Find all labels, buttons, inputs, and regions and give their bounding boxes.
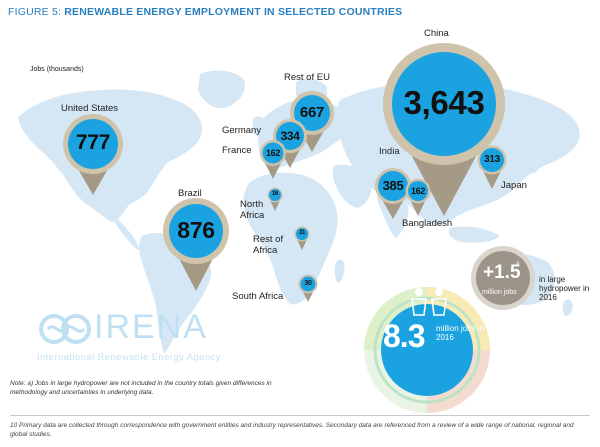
pin-value: 777 <box>75 131 111 154</box>
country-label-united-states: United States <box>61 103 119 114</box>
pin-north-africa: 16 <box>267 187 283 211</box>
total-jobs-value: 8.3 <box>383 318 425 354</box>
logo-wordmark: IRENA <box>94 308 208 346</box>
pin-rest-of-africa: 31 <box>294 226 310 250</box>
hydro-description: in large hydropower in 2016 <box>539 275 590 302</box>
pin-value: 162 <box>410 186 426 196</box>
footnote: 10 Primary data are collected through co… <box>10 422 574 438</box>
pin-value: 334 <box>280 129 300 143</box>
hydro-circle <box>471 246 535 310</box>
country-label-south-africa: South Africa <box>232 291 284 302</box>
hydro-superscript: a <box>516 261 520 267</box>
pin-south-africa: 30 <box>298 274 318 302</box>
pin-marker-icon <box>294 226 310 250</box>
country-label-japan: Japan <box>501 180 527 191</box>
country-label-brazil: Brazil <box>178 188 202 199</box>
total-jobs-unit: million jobs in 2016 <box>436 324 485 342</box>
hydro-value: +1.5 <box>483 262 521 283</box>
pin-value: 162 <box>265 148 281 158</box>
country-label-france: France <box>222 145 252 156</box>
country-label-germany: Germany <box>222 125 262 136</box>
workers-icon <box>411 288 447 316</box>
pin-value: 667 <box>299 104 325 121</box>
pin-value: 385 <box>382 178 404 193</box>
logo-subtitle: International Renewable Energy Agency <box>37 352 221 363</box>
total-jobs-ring <box>364 287 490 413</box>
hydro-unit: million jobs <box>482 289 517 296</box>
country-label-rest-of-eu: Rest of EU <box>284 72 330 83</box>
pin-value: 3,643 <box>403 84 485 121</box>
figure-title-prefix: FIGURE 5: <box>8 6 65 18</box>
footnote-divider <box>10 415 590 416</box>
central-america-landmass <box>112 214 139 250</box>
pin-france: 162 <box>259 139 287 179</box>
pin-japan: 313 <box>477 145 507 189</box>
pin-marker-icon <box>260 140 286 179</box>
units-label: Jobs (thousands) <box>30 66 84 73</box>
country-label-china: China <box>424 28 449 39</box>
indonesia-landmass <box>448 226 500 243</box>
pin-marker-icon <box>298 274 318 302</box>
country-label-north-africa: North Africa <box>240 199 265 221</box>
africa-landmass <box>243 172 338 305</box>
pin-marker-icon <box>267 187 283 211</box>
pin-united-states: 777 <box>62 113 124 195</box>
pin-marker-icon <box>163 198 229 291</box>
pin-marker-icon <box>477 145 507 189</box>
irena-logo-icon <box>39 314 91 344</box>
pin-value: 31 <box>298 230 306 236</box>
pin-value: 30 <box>304 280 312 287</box>
pin-value: 16 <box>271 191 279 197</box>
country-label-bangladesh: Bangladesh <box>402 218 453 229</box>
madagascar-landmass <box>334 259 345 283</box>
pin-bangladesh: 162 <box>405 178 431 216</box>
country-label-rest-of-africa: Rest of Africa <box>253 234 284 256</box>
greenland-landmass <box>198 70 245 109</box>
pin-india: 385 <box>374 167 412 219</box>
pin-marker-icon <box>405 178 431 216</box>
country-label-india: India <box>379 146 400 157</box>
pin-marker-icon <box>63 114 123 195</box>
japan-landmass <box>528 148 543 174</box>
uk-landmass <box>252 116 266 136</box>
pin-marker-icon <box>383 43 505 216</box>
new-zealand-landmass <box>562 299 573 317</box>
pin-china: 3,643 <box>382 42 506 216</box>
pin-value: 876 <box>177 217 215 243</box>
pin-value: 313 <box>484 154 500 165</box>
figure-title: FIGURE 5: RENEWABLE ENERGY EMPLOYMENT IN… <box>8 6 402 18</box>
figure-title-main: RENEWABLE ENERGY EMPLOYMENT IN SELECTED … <box>64 6 403 18</box>
figure-note: Note: a) Jobs in large hydropower are no… <box>10 380 272 396</box>
pin-brazil: 876 <box>162 197 230 291</box>
pin-marker-icon <box>375 168 411 219</box>
